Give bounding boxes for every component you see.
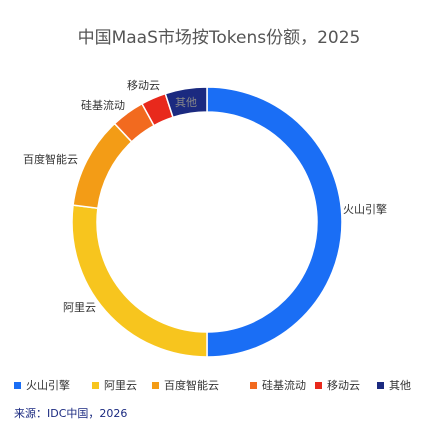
segment-label: 阿里云 [63, 301, 96, 314]
legend-swatch [14, 382, 21, 389]
legend-label: 移动云 [327, 379, 360, 392]
segment-label: 其他 [175, 96, 197, 109]
donut-segment [71, 204, 208, 358]
donut-segment [164, 86, 208, 119]
donut-segment [72, 122, 133, 210]
legend-label: 火山引擎 [26, 378, 70, 392]
legend-swatch [92, 382, 99, 389]
source: 来源：IDC中国，2026 [14, 406, 127, 420]
legend-swatch [377, 382, 384, 389]
legend-swatch [152, 382, 159, 389]
donut-segment [206, 86, 343, 358]
legend-label: 阿里云 [104, 379, 137, 392]
segment-label: 硅基流动 [81, 98, 125, 112]
segment-label: 火山引擎 [343, 202, 387, 216]
legend-label: 百度智能云 [164, 378, 219, 392]
legend-swatch [315, 382, 322, 389]
legend-label: 其他 [389, 379, 411, 392]
segment-label: 移动云 [127, 79, 160, 92]
chart-title: 中国MaaS市场按Tokens份额，2025 [78, 28, 361, 48]
legend-label: 硅基流动 [262, 378, 306, 392]
segment-label: 百度智能云 [23, 152, 78, 166]
legend-swatch [250, 382, 257, 389]
